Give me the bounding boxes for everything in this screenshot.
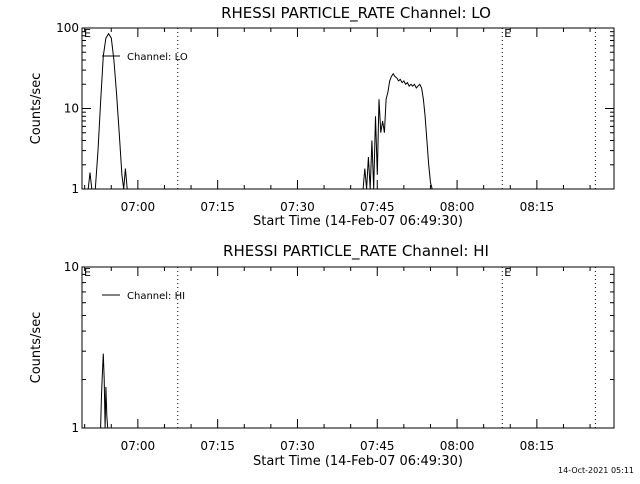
y-tick-label: 1 bbox=[71, 421, 79, 435]
time-marker-label: E bbox=[84, 27, 91, 40]
footer-timestamp: 14-Oct-2021 05:11 bbox=[558, 466, 634, 475]
chart-panel-1: RHESSI PARTICLE_RATE Channel: LO 1 10 100 07… bbox=[29, 4, 615, 229]
x-tick-label: 07:30 bbox=[280, 439, 315, 453]
plot-frame bbox=[81, 266, 615, 429]
series-line bbox=[100, 353, 109, 428]
y-tick-label: 10 bbox=[64, 260, 79, 274]
x-tick-label: 08:15 bbox=[520, 200, 555, 214]
legend-label: Channel: HI bbox=[127, 291, 185, 302]
series-line bbox=[87, 32, 433, 189]
x-axis-label: Start Time (14-Feb-07 06:49:30) bbox=[253, 454, 463, 469]
x-tick-label: 07:45 bbox=[360, 200, 395, 214]
x-tick-label: 07:00 bbox=[121, 439, 156, 453]
x-tick-label: 07:15 bbox=[200, 200, 235, 214]
time-marker-label: E bbox=[84, 266, 91, 279]
y-tick-label: 1 bbox=[71, 182, 79, 196]
y-tick-label: 10 bbox=[64, 102, 79, 116]
legend-label: Channel: LO bbox=[127, 52, 188, 63]
x-tick-label: 08:00 bbox=[440, 439, 475, 453]
y-axis-label: Counts/sec bbox=[29, 312, 44, 384]
time-marker-label: E bbox=[504, 266, 511, 279]
x-tick-label: 07:45 bbox=[360, 439, 395, 453]
chart-panel-2: RHESSI PARTICLE_RATE Channel: HI 1 10 07:00… bbox=[29, 242, 615, 469]
x-tick-label: 08:00 bbox=[440, 200, 475, 214]
chart-title: RHESSI PARTICLE_RATE Channel: LO bbox=[221, 4, 491, 23]
x-tick-label: 08:15 bbox=[520, 439, 555, 453]
y-axis-label: Counts/sec bbox=[29, 73, 44, 145]
chart-title: RHESSI PARTICLE_RATE Channel: HI bbox=[223, 242, 489, 261]
x-tick-label: 07:30 bbox=[280, 200, 315, 214]
time-marker-label: E bbox=[504, 27, 511, 40]
y-tick-label: 100 bbox=[56, 21, 79, 35]
x-tick-label: 07:00 bbox=[121, 200, 156, 214]
x-axis-label: Start Time (14-Feb-07 06:49:30) bbox=[253, 214, 463, 229]
x-tick-label: 07:15 bbox=[200, 439, 235, 453]
